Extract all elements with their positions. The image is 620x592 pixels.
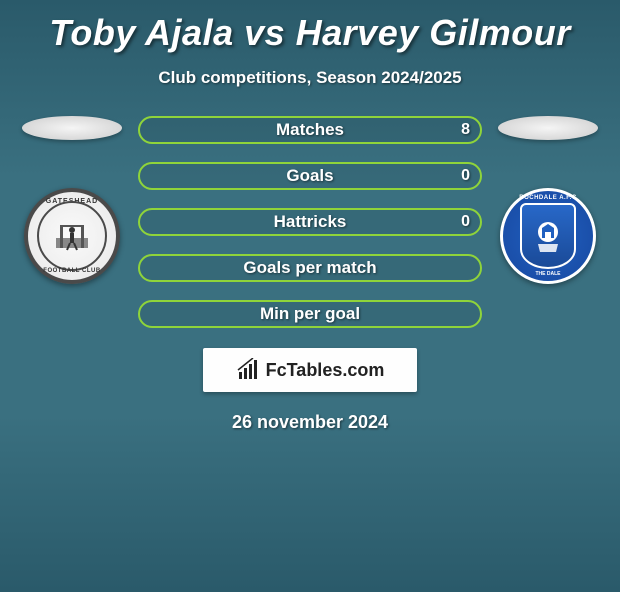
stat-label: Hattricks bbox=[274, 212, 347, 232]
stat-right-value: 8 bbox=[451, 118, 480, 142]
stat-row-matches: Matches 8 bbox=[138, 116, 482, 144]
stat-right-value bbox=[460, 256, 480, 280]
stat-left-value bbox=[140, 210, 160, 234]
brand-badge: FcTables.com bbox=[203, 348, 417, 392]
stats-column: Matches 8 Goals 0 Hattricks 0 Goals per … bbox=[132, 116, 488, 328]
brand-text: FcTables.com bbox=[266, 360, 385, 381]
stat-row-goals: Goals 0 bbox=[138, 162, 482, 190]
club-logo-rochdale: ROCHDALE A.F.C THE DALE bbox=[500, 188, 596, 284]
gateshead-figure-icon bbox=[52, 216, 92, 256]
stat-label: Min per goal bbox=[260, 304, 360, 324]
stat-left-value bbox=[140, 256, 160, 280]
stat-row-min-per-goal: Min per goal bbox=[138, 300, 482, 328]
stat-left-value bbox=[140, 302, 160, 326]
player-left-column: GATESHEAD FOOTBALL CLUB bbox=[12, 116, 132, 284]
stat-row-hattricks: Hattricks 0 bbox=[138, 208, 482, 236]
chart-icon bbox=[236, 358, 260, 382]
footer-date: 26 november 2024 bbox=[0, 412, 620, 433]
club-logo-gateshead: GATESHEAD FOOTBALL CLUB bbox=[24, 188, 120, 284]
stat-right-value bbox=[460, 302, 480, 326]
stat-left-value bbox=[140, 164, 160, 188]
stat-right-value: 0 bbox=[451, 210, 480, 234]
stat-right-value: 0 bbox=[451, 164, 480, 188]
stat-label: Matches bbox=[276, 120, 344, 140]
comparison-panel: GATESHEAD FOOTBALL CLUB bbox=[0, 116, 620, 328]
club-logo-inner bbox=[520, 203, 576, 269]
player-left-avatar bbox=[22, 116, 122, 140]
stat-label: Goals per match bbox=[243, 258, 376, 278]
player-right-avatar bbox=[498, 116, 598, 140]
rochdale-crest-icon bbox=[528, 212, 568, 260]
club-logo-inner bbox=[37, 201, 107, 271]
subtitle: Club competitions, Season 2024/2025 bbox=[0, 68, 620, 88]
stat-left-value bbox=[140, 118, 160, 142]
club-label: FOOTBALL CLUB bbox=[28, 268, 116, 274]
club-label: ROCHDALE A.F.C bbox=[503, 195, 593, 201]
player-right-column: ROCHDALE A.F.C THE DALE bbox=[488, 116, 608, 284]
stat-row-goals-per-match: Goals per match bbox=[138, 254, 482, 282]
club-label: THE DALE bbox=[503, 271, 593, 277]
page-title: Toby Ajala vs Harvey Gilmour bbox=[0, 12, 620, 54]
stat-label: Goals bbox=[286, 166, 333, 186]
